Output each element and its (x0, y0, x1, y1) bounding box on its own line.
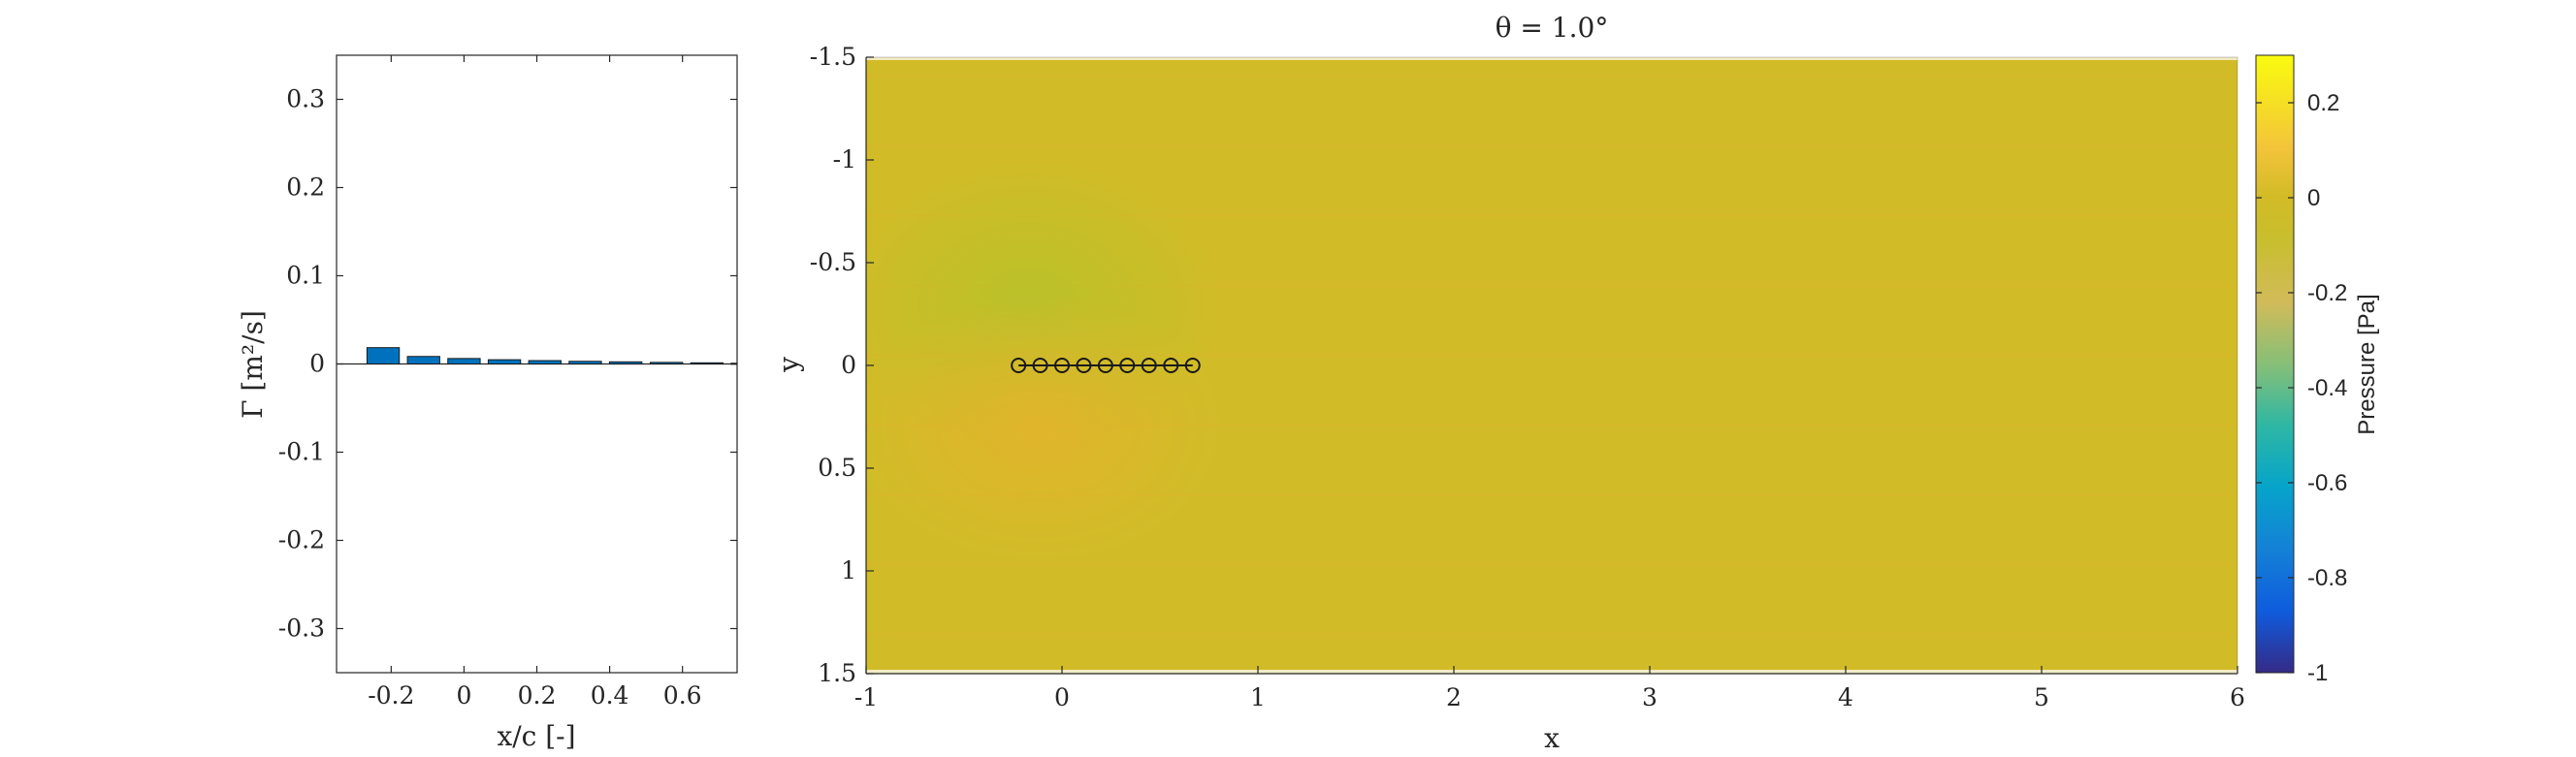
bar (366, 347, 401, 365)
field-x-tick-label: 0 (1054, 683, 1070, 711)
bar-y-tick-label: -0.3 (278, 615, 325, 643)
bar-x-tick-label: 0.2 (518, 681, 557, 710)
bar-y-tick-label: -0.2 (278, 526, 325, 554)
bar-y-tick-label: 0 (309, 350, 325, 378)
bar-x-axis-label: x/c [-] (497, 720, 575, 752)
field-stripe (866, 284, 2238, 287)
colorbar-tick-label: -0.8 (2307, 565, 2347, 591)
bar (487, 359, 522, 364)
field-x-tick-label: 2 (1446, 683, 1462, 711)
vortex-marker (1097, 358, 1113, 373)
field-x-tick-label: 3 (1642, 683, 1658, 711)
bar (649, 362, 684, 364)
vortex-marker (1054, 358, 1070, 373)
colorbar-ticks: 0.2 0 -0.2 -0.4 -0.6 -0.8 -1 (2256, 90, 2347, 686)
bar-series (366, 347, 738, 365)
field-x-ticks: -1 0 1 2 3 4 5 6 (854, 666, 2245, 711)
field-edge-bottom (866, 670, 2238, 674)
field-title: θ = 1.0° (1496, 12, 1609, 44)
bar (568, 361, 602, 364)
circulation-bar-chart: -0.3 -0.2 -0.1 0 0.1 0.2 0.3 -0.2 0 0.2 0.4 0.6 x/… (237, 54, 738, 752)
vortex-marker (1184, 358, 1201, 373)
field-stripe (866, 75, 2238, 78)
field-y-tick-label: 0 (841, 351, 856, 379)
field-stripe (866, 493, 2238, 496)
bar (730, 363, 738, 365)
bar-y-tick-label: 0.1 (286, 262, 325, 290)
vortex-marker (1011, 358, 1027, 373)
bar-y-tick-label: 0.2 (286, 173, 325, 202)
high-pressure-lobe (866, 291, 1222, 562)
bar-x-tick-label: 0 (456, 681, 471, 710)
vortex-marker (1076, 358, 1092, 373)
field-y-tick-label: -1 (833, 145, 856, 173)
bar (447, 358, 481, 365)
bar-y-axis-label: Γ [m²/s] (237, 310, 269, 419)
field-stripe (866, 633, 2238, 636)
field-y-tick-label: 0.5 (818, 454, 856, 482)
vortex-marker (1141, 358, 1157, 373)
field-x-tick-label: -1 (854, 683, 878, 711)
field-y-axis-label: y (773, 357, 805, 373)
colorbar-tick-label: 0.2 (2307, 90, 2339, 116)
field-x-tick-label: 1 (1250, 683, 1266, 711)
field-y-tick-label: 1 (841, 556, 856, 584)
pressure-field-plot: θ = 1.0° -1.5-1-0.500.511.5 -1 0 1 2 3 4 5 6 x … (773, 12, 2245, 754)
bar-x-tick-label: 0.6 (663, 681, 702, 710)
field-y-ticks: -1.5 -1 -0.5 0 0.5 1 1.5 (810, 43, 874, 687)
field-y-tick-label: 1.5 (818, 659, 856, 687)
colorbar-tick-label: -0.6 (2307, 470, 2347, 496)
field-stripe (866, 424, 2238, 426)
bar (406, 356, 440, 365)
bar (528, 360, 562, 364)
field-edge-top (866, 57, 2238, 60)
field-x-tick-label: 4 (1838, 683, 1853, 711)
bar-x-tick-label: 0.4 (591, 681, 629, 710)
field-stripe (866, 354, 2238, 357)
vortex-marker (1163, 358, 1179, 373)
field-x-tick-label: 5 (2034, 683, 2049, 711)
field-y-tick-label: -1.5 (810, 43, 856, 71)
colorbar-tick-label: 0 (2307, 185, 2320, 211)
field-stripe (866, 214, 2238, 217)
bar-x-tick-label: -0.2 (368, 681, 414, 710)
colorbar-tick-label: -1 (2307, 660, 2328, 686)
pressure-field-stripes (866, 57, 2238, 674)
colorbar-tick-label: -0.4 (2307, 375, 2347, 401)
bar-y-ticks: -0.3 -0.2 -0.1 0 0.1 0.2 0.3 (278, 85, 737, 643)
bar (608, 361, 643, 365)
pressure-colorbar: 0.2 0 -0.2 -0.4 -0.6 -0.8 -1 Pressure [Pa] (2255, 54, 2380, 686)
colorbar-label: Pressure [Pa] (2354, 294, 2380, 434)
bar-y-tick-label: -0.1 (278, 438, 325, 466)
field-stripe (866, 144, 2238, 147)
vortex-marker (1032, 358, 1048, 373)
bar-x-ticks: -0.2 0 0.2 0.4 0.6 (368, 55, 702, 710)
vortex-marker (1119, 358, 1136, 373)
bar-y-tick-label: 0.3 (286, 85, 325, 113)
colorbar-tick-label: -0.2 (2307, 280, 2347, 306)
field-y-tick-label: -0.5 (810, 248, 856, 276)
colorbar-gradient (2255, 54, 2295, 674)
vortex-markers (1011, 358, 1201, 373)
field-x-tick-label: 6 (2230, 683, 2245, 711)
field-x-axis-label: x (1544, 722, 1560, 754)
field-stripe (866, 563, 2238, 566)
